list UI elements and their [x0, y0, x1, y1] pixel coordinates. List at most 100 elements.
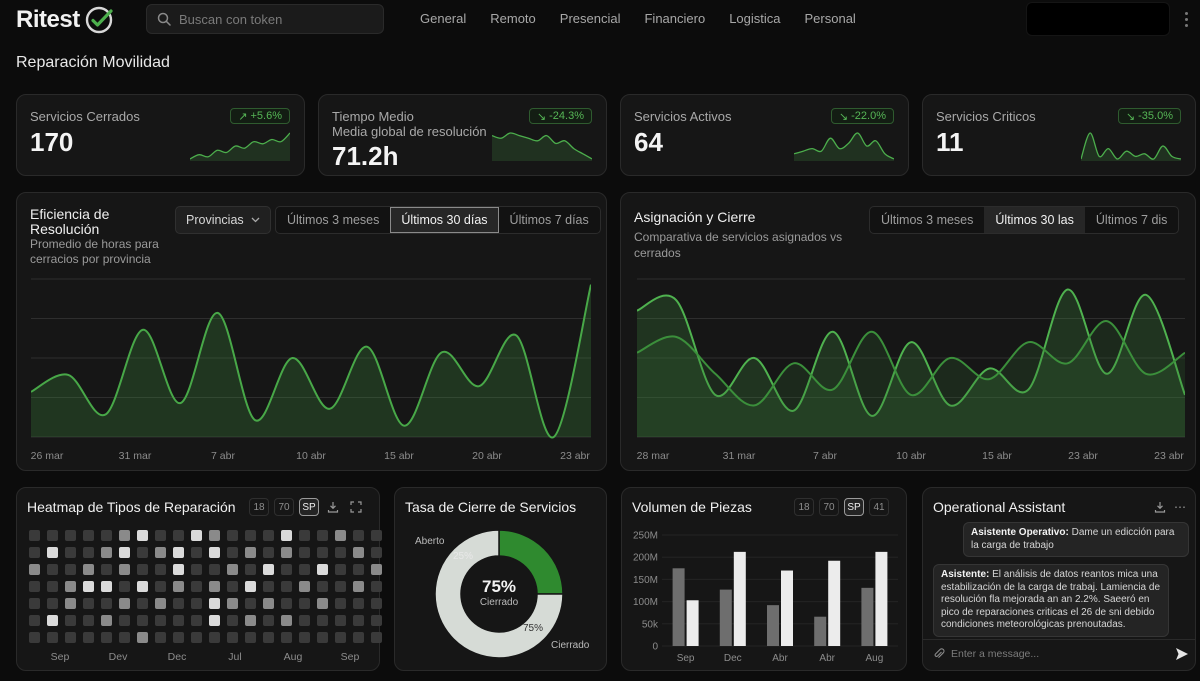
- heatmap-cell[interactable]: [83, 598, 94, 609]
- heatmap-cell[interactable]: [155, 530, 166, 541]
- heatmap-cell[interactable]: [155, 615, 166, 626]
- heatmap-cell[interactable]: [317, 547, 328, 558]
- heatmap-cell[interactable]: [317, 598, 328, 609]
- heatmap-cell[interactable]: [83, 564, 94, 575]
- heatmap-cell[interactable]: [29, 632, 40, 643]
- heatmap-cell[interactable]: [353, 632, 364, 643]
- heatmap-cell[interactable]: [155, 564, 166, 575]
- heatmap-cell[interactable]: [299, 598, 310, 609]
- heatmap-cell[interactable]: [245, 547, 256, 558]
- heatmap-cell[interactable]: [155, 632, 166, 643]
- heatmap-cell[interactable]: [137, 530, 148, 541]
- heatmap-cell[interactable]: [137, 598, 148, 609]
- heatmap-cell[interactable]: [263, 547, 274, 558]
- chip-41[interactable]: 41: [869, 498, 889, 516]
- heatmap-cell[interactable]: [65, 564, 76, 575]
- heatmap-cell[interactable]: [281, 598, 292, 609]
- heatmap-cell[interactable]: [245, 581, 256, 592]
- heatmap-cell[interactable]: [371, 564, 382, 575]
- heatmap-cell[interactable]: [335, 632, 346, 643]
- heatmap-cell[interactable]: [65, 547, 76, 558]
- heatmap-cell[interactable]: [263, 581, 274, 592]
- heatmap-cell[interactable]: [191, 581, 202, 592]
- heatmap-cell[interactable]: [29, 598, 40, 609]
- heatmap-cell[interactable]: [353, 598, 364, 609]
- heatmap-cell[interactable]: [83, 581, 94, 592]
- heatmap-cell[interactable]: [173, 564, 184, 575]
- user-area[interactable]: [1026, 2, 1170, 36]
- heatmap-cell[interactable]: [155, 598, 166, 609]
- chip-70[interactable]: 70: [819, 498, 839, 516]
- heatmap-cell[interactable]: [173, 547, 184, 558]
- send-icon[interactable]: [1175, 647, 1189, 661]
- heatmap-cell[interactable]: [317, 615, 328, 626]
- heatmap-cell[interactable]: [137, 581, 148, 592]
- heatmap-cell[interactable]: [227, 530, 238, 541]
- heatmap-cell[interactable]: [173, 632, 184, 643]
- heatmap-cell[interactable]: [263, 632, 274, 643]
- heatmap-cell[interactable]: [173, 530, 184, 541]
- heatmap-cell[interactable]: [227, 598, 238, 609]
- tab-personal[interactable]: Personal: [804, 11, 856, 26]
- heatmap-cell[interactable]: [47, 581, 58, 592]
- heatmap-cell[interactable]: [191, 632, 202, 643]
- heatmap-cell[interactable]: [227, 632, 238, 643]
- heatmap-cell[interactable]: [335, 598, 346, 609]
- search-input[interactable]: [179, 11, 369, 27]
- heatmap-cell[interactable]: [371, 547, 382, 558]
- heatmap-cell[interactable]: [29, 547, 40, 558]
- range-3-months[interactable]: Últimos 3 meses: [287, 213, 380, 227]
- tab-presencial[interactable]: Presencial: [559, 11, 621, 26]
- heatmap-cell[interactable]: [29, 530, 40, 541]
- heatmap-cell[interactable]: [191, 598, 202, 609]
- heatmap-cell[interactable]: [263, 564, 274, 575]
- chat-input[interactable]: [951, 648, 1161, 660]
- heatmap-cell[interactable]: [191, 547, 202, 558]
- heatmap-cell[interactable]: [227, 564, 238, 575]
- heatmap-cell[interactable]: [65, 615, 76, 626]
- province-select[interactable]: Provincias: [175, 206, 271, 234]
- heatmap-cell[interactable]: [371, 598, 382, 609]
- heatmap-cell[interactable]: [245, 632, 256, 643]
- heatmap-cell[interactable]: [335, 581, 346, 592]
- tab-general[interactable]: General: [420, 11, 467, 26]
- heatmap-cell[interactable]: [281, 581, 292, 592]
- heatmap-cell[interactable]: [137, 564, 148, 575]
- heatmap-cell[interactable]: [263, 615, 274, 626]
- heatmap-cell[interactable]: [371, 632, 382, 643]
- heatmap-cell[interactable]: [335, 530, 346, 541]
- heatmap-cell[interactable]: [227, 581, 238, 592]
- heatmap-cell[interactable]: [299, 547, 310, 558]
- heatmap-cell[interactable]: [47, 598, 58, 609]
- more-options-icon[interactable]: ⋯: [1174, 500, 1186, 514]
- heatmap-cell[interactable]: [353, 547, 364, 558]
- heatmap-cell[interactable]: [281, 564, 292, 575]
- heatmap-cell[interactable]: [353, 615, 364, 626]
- tab-logistica[interactable]: Logistica: [729, 11, 781, 26]
- heatmap-cell[interactable]: [353, 564, 364, 575]
- heatmap-cell[interactable]: [191, 615, 202, 626]
- heatmap-cell[interactable]: [47, 547, 58, 558]
- heatmap-cell[interactable]: [47, 564, 58, 575]
- heatmap-cell[interactable]: [65, 632, 76, 643]
- heatmap-cell[interactable]: [29, 615, 40, 626]
- chip-18[interactable]: 18: [249, 498, 269, 516]
- heatmap-cell[interactable]: [101, 564, 112, 575]
- range-7-days[interactable]: Últimos 7 dis: [1095, 213, 1168, 227]
- heatmap-cell[interactable]: [263, 598, 274, 609]
- heatmap-cell[interactable]: [47, 632, 58, 643]
- heatmap-cell[interactable]: [245, 530, 256, 541]
- heatmap-cell[interactable]: [173, 598, 184, 609]
- chip-18[interactable]: 18: [794, 498, 814, 516]
- heatmap-cell[interactable]: [353, 530, 364, 541]
- heatmap-cell[interactable]: [209, 564, 220, 575]
- range-7-days[interactable]: Últimos 7 días: [509, 213, 589, 227]
- heatmap-cell[interactable]: [155, 547, 166, 558]
- heatmap-cell[interactable]: [227, 615, 238, 626]
- heatmap-cell[interactable]: [101, 615, 112, 626]
- heatmap-cell[interactable]: [155, 581, 166, 592]
- heatmap-cell[interactable]: [173, 615, 184, 626]
- chip-70[interactable]: 70: [274, 498, 294, 516]
- heatmap-cell[interactable]: [317, 530, 328, 541]
- heatmap-cell[interactable]: [317, 564, 328, 575]
